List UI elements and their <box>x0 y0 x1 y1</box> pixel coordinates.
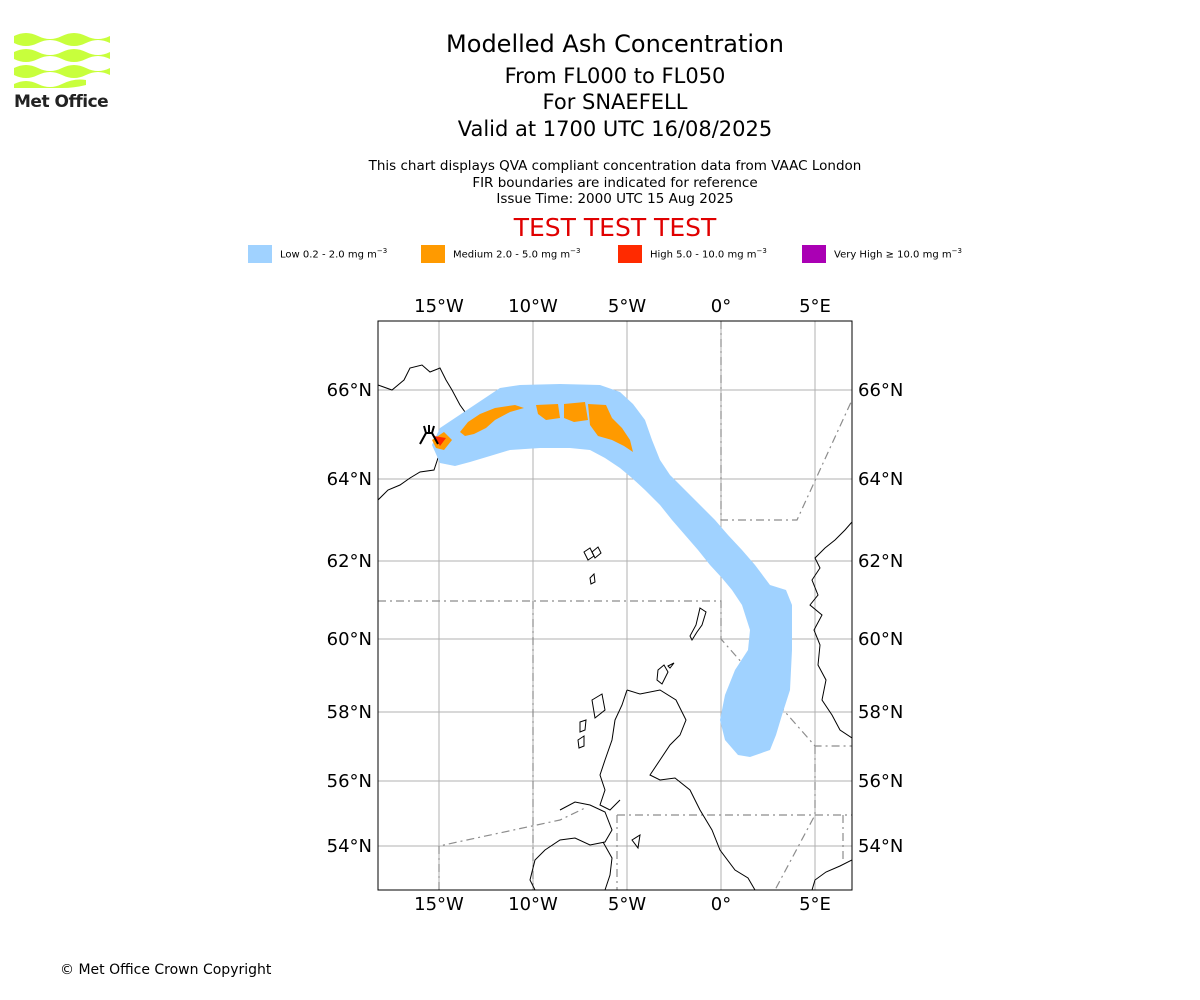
copyright-notice: © Met Office Crown Copyright <box>60 962 272 978</box>
flight-level-range: From FL000 to FL050 <box>504 64 726 88</box>
issue-time: Issue Time: 2000 UTC 15 Aug 2025 <box>496 191 734 207</box>
lat-tick-right-60n: 60°N <box>858 629 903 650</box>
map-frame <box>377 320 853 891</box>
legend-label-low: Low 0.2 - 2.0 mg m−3 <box>280 247 388 261</box>
concentration-legend: Low 0.2 - 2.0 mg m−3 Medium 2.0 - 5.0 mg… <box>0 244 1200 266</box>
lon-tick-bottom-5e: 5°E <box>799 894 831 915</box>
lon-tick-top-0: 0° <box>711 296 731 317</box>
lat-tick-right-56n: 56°N <box>858 771 903 792</box>
legend-label-very-high: Very High ≥ 10.0 mg m−3 <box>834 247 962 261</box>
logo-text: Met Office <box>14 92 109 112</box>
volcano-icon <box>419 425 439 445</box>
lat-tick-left-66n: 66°N <box>327 380 372 401</box>
fir-boundaries <box>378 321 852 890</box>
lon-tick-top-5w: 5°W <box>608 296 646 317</box>
valid-time: Valid at 1700 UTC 16/08/2025 <box>457 117 773 141</box>
lat-tick-right-64n: 64°N <box>858 469 903 490</box>
legend-swatch-very-high <box>802 245 826 263</box>
lat-tick-left-60n: 60°N <box>327 629 372 650</box>
latitude-ticks-left: 66°N 64°N 62°N 60°N 58°N 56°N 54°N <box>327 380 372 857</box>
latitude-ticks-right: 66°N 64°N 62°N 60°N 58°N 56°N 54°N <box>858 380 903 857</box>
chart-title: Modelled Ash Concentration <box>446 30 784 58</box>
legend-item-very-high: Very High ≥ 10.0 mg m−3 <box>802 244 962 264</box>
lat-tick-right-66n: 66°N <box>858 380 903 401</box>
legend-swatch-medium <box>421 245 445 263</box>
volcano-name: For SNAEFELL <box>542 90 688 114</box>
legend-swatch-low <box>248 245 272 263</box>
lon-tick-bottom-15w: 15°W <box>414 894 464 915</box>
legend-item-high: High 5.0 - 10.0 mg m−3 <box>618 244 767 264</box>
lat-tick-left-54n: 54°N <box>327 836 372 857</box>
ash-area-low <box>432 384 792 757</box>
longitude-ticks-top: 15°W 10°W 5°W 0° 5°E <box>414 296 831 317</box>
lat-tick-left-56n: 56°N <box>327 771 372 792</box>
lat-tick-right-54n: 54°N <box>858 836 903 857</box>
test-banner: TEST TEST TEST <box>513 213 717 242</box>
legend-label-high: High 5.0 - 10.0 mg m−3 <box>650 247 767 261</box>
legend-item-medium: Medium 2.0 - 5.0 mg m−3 <box>421 244 580 264</box>
description-line-2: FIR boundaries are indicated for referen… <box>472 174 758 191</box>
ash-area-high <box>434 436 446 446</box>
lon-tick-bottom-5w: 5°W <box>608 894 646 915</box>
lat-tick-right-58n: 58°N <box>858 702 903 723</box>
longitude-ticks-bottom: 15°W 10°W 5°W 0° 5°E <box>414 894 831 915</box>
lon-tick-top-10w: 10°W <box>508 296 558 317</box>
legend-swatch-high <box>618 245 642 263</box>
lon-tick-top-5e: 5°E <box>799 296 831 317</box>
legend-item-low: Low 0.2 - 2.0 mg m−3 <box>248 244 387 264</box>
legend-label-medium: Medium 2.0 - 5.0 mg m−3 <box>453 247 581 261</box>
chart-description: This chart displays QVA compliant concen… <box>315 158 915 208</box>
ash-area-medium <box>432 402 633 452</box>
lon-tick-bottom-0: 0° <box>711 894 731 915</box>
met-office-logo: Met Office <box>14 30 110 114</box>
lat-tick-right-62n: 62°N <box>858 551 903 572</box>
description-line-1: This chart displays QVA compliant concen… <box>368 158 862 174</box>
lat-tick-left-62n: 62°N <box>327 551 372 572</box>
lon-tick-bottom-10w: 10°W <box>508 894 558 915</box>
lon-tick-top-15w: 15°W <box>414 296 464 317</box>
lat-tick-left-58n: 58°N <box>327 702 372 723</box>
lat-tick-left-64n: 64°N <box>327 469 372 490</box>
logo-waves-icon <box>14 33 110 88</box>
